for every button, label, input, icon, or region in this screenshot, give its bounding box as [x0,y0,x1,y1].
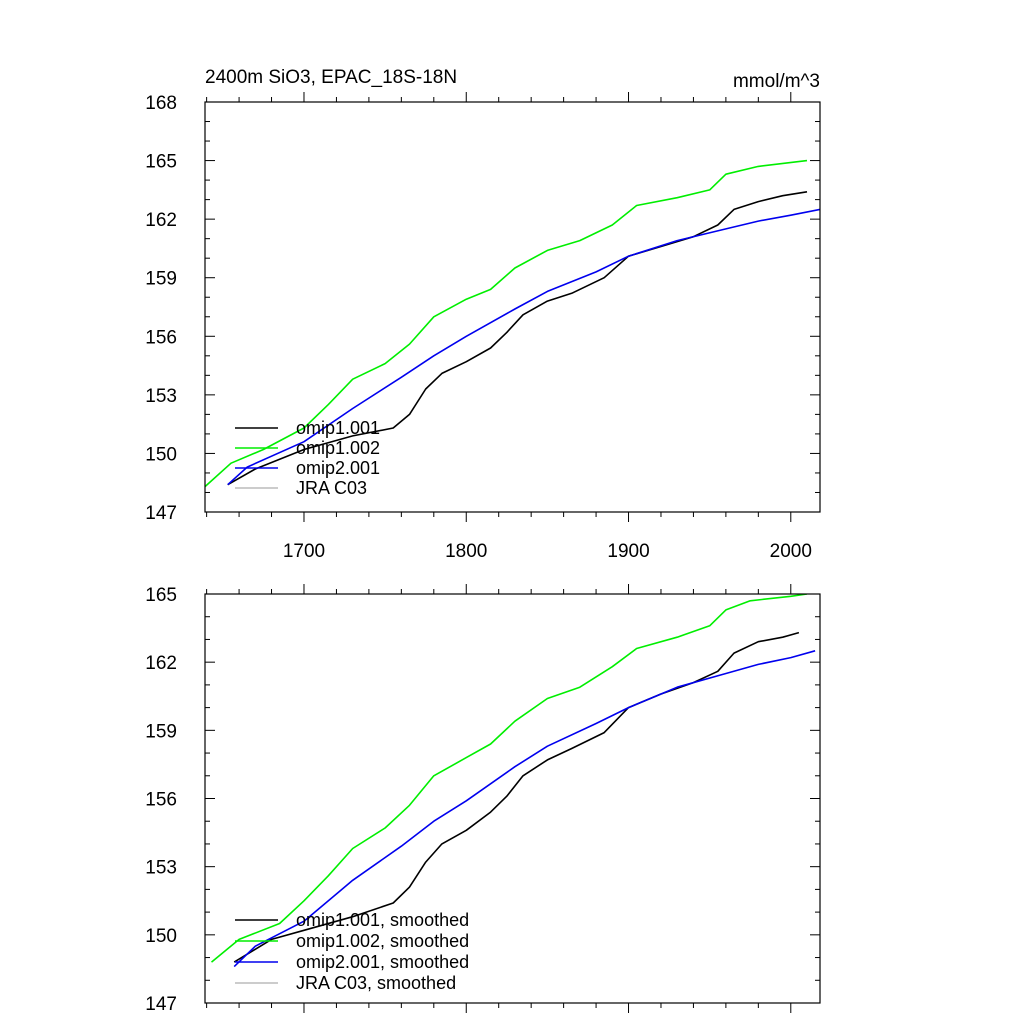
top-panel: 147 150 153 156 159 162 165 168 1700 1800 1900 2000… [145,92,821,562]
x-tick-label: 2000 [770,541,812,562]
y-tick-label: 153 [145,858,177,879]
series-line-0 [233,631,800,963]
y-tick-label: 150 [145,926,177,947]
y-tick-label: 162 [145,210,177,231]
legend-label: JRA C03, smoothed [296,973,456,993]
y-tick-label: 168 [145,93,177,114]
series-line-2 [227,208,820,486]
series-line-1 [210,594,808,963]
y-tick-label: 159 [145,721,177,742]
y-tick-label: 150 [145,444,177,465]
y-tick-label: 165 [145,585,177,606]
legend-label: omip1.001, smoothed [296,910,469,930]
y-tick-label: 153 [145,386,177,407]
legend-label: omip2.001, smoothed [296,952,469,972]
y-tick-label: 165 [145,152,177,173]
y-tick-label: 156 [145,790,177,811]
legend-label: omip2.001 [296,458,380,478]
y-tick-label: 159 [145,269,177,290]
series-line-2 [233,650,816,968]
y-tick-label: 156 [145,327,177,348]
legend-label: JRA C03 [296,478,367,498]
series-group [205,159,820,488]
x-tick-label: 1800 [445,541,487,562]
legend-label: omip1.001 [296,418,380,438]
bottom-panel: 147 150 153 156 159 162 165 omip1.001, smoothed… [145,584,821,1015]
legend-label: omip1.002, smoothed [296,931,469,951]
chart-title: 2400m SiO3, EPAC_18S-18N [205,67,457,88]
y-tick-label: 162 [145,653,177,674]
x-tick-label: 1700 [283,541,325,562]
legend-label: omip1.002 [296,438,380,458]
y-tick-label: 147 [145,503,177,524]
units-label: mmol/m^3 [733,71,820,92]
series-group [210,594,816,968]
series-line-1 [205,159,808,488]
plot-frame [204,101,821,513]
series-line-0 [227,191,808,486]
x-tick-label: 1900 [607,541,649,562]
y-tick-label: 147 [145,994,177,1015]
